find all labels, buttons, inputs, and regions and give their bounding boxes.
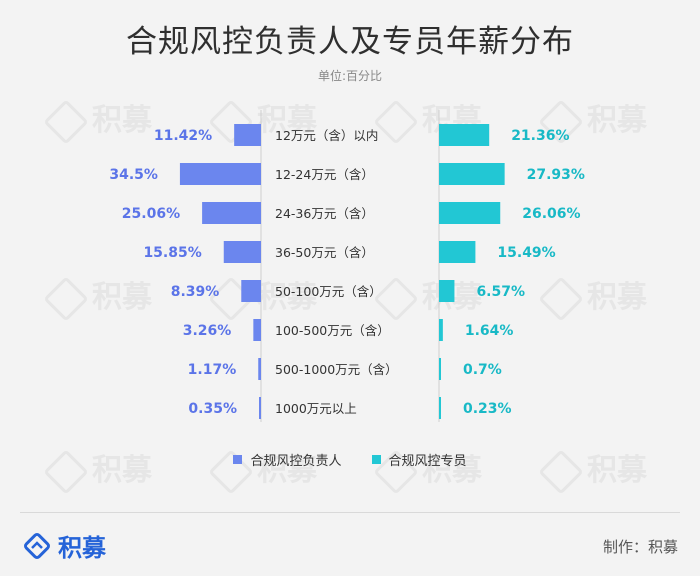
legend-swatch-left (233, 455, 243, 464)
data-label-right-0: 21.36% (511, 128, 569, 144)
credit-text: 制作：积募 (602, 538, 678, 556)
data-label-right-3: 15.49% (497, 245, 555, 261)
unit-label: 单位:百分比 (317, 69, 383, 83)
data-label-right-6: 0.7% (463, 362, 502, 378)
bar-left-5 (253, 319, 261, 341)
bar-left-0 (234, 124, 261, 146)
brand-logo-icon (24, 532, 50, 559)
bar-left-6 (258, 358, 261, 380)
footer-divider (20, 512, 680, 513)
legend-label-left: 合规风控负责人 (250, 454, 342, 469)
data-label-left-4: 8.39% (171, 284, 220, 300)
category-label-2: 24-36万元（含） (275, 206, 374, 221)
data-label-right-5: 1.64% (465, 323, 514, 339)
bar-right-2 (439, 202, 501, 224)
data-label-right-7: 0.23% (463, 401, 512, 417)
bar-left-7 (259, 397, 261, 419)
bar-right-1 (439, 163, 505, 185)
bar-right-4 (439, 280, 455, 302)
category-label-0: 12万元（含）以内 (275, 128, 378, 143)
bar-left-4 (241, 280, 261, 302)
data-label-left-2: 25.06% (122, 206, 180, 222)
bar-left-1 (179, 163, 261, 185)
data-label-right-1: 27.93% (527, 167, 585, 183)
category-label-7: 1000万元以上 (275, 401, 357, 416)
legend-item-right: 合规风控专员 (371, 450, 467, 469)
brand-logo-text: 积募 (58, 533, 106, 562)
brand-logo: 积募 (22, 528, 106, 563)
data-label-left-7: 0.35% (188, 401, 237, 417)
data-label-left-3: 15.85% (143, 245, 201, 261)
chart-title: 合规风控负责人及专员年薪分布 (126, 24, 574, 60)
category-label-4: 50-100万元（含） (275, 284, 382, 299)
bar-right-0 (439, 124, 490, 146)
bar-right-3 (439, 241, 476, 263)
bar-right-5 (439, 319, 443, 341)
bar-left-2 (202, 202, 261, 224)
bar-right-7 (439, 397, 441, 419)
data-label-left-5: 3.26% (183, 323, 232, 339)
legend-item-left: 合规风控负责人 (233, 450, 342, 469)
bar-right-6 (439, 358, 441, 380)
data-label-left-0: 11.42% (154, 128, 212, 144)
category-label-1: 12-24万元（含） (275, 167, 374, 182)
data-label-right-4: 6.57% (476, 284, 525, 300)
legend: 合规风控负责人 合规风控专员 (0, 450, 700, 469)
data-label-left-6: 1.17% (188, 362, 237, 378)
bar-left-3 (223, 241, 261, 263)
legend-swatch-right (371, 455, 381, 464)
category-label-5: 100-500万元（含） (275, 323, 390, 338)
legend-label-right: 合规风控专员 (388, 454, 467, 469)
butterfly-bar-chart: 11.42% 21.36% 12万元（含）以内 34.5% 27.93% 12-24万元（… (109, 110, 585, 422)
data-label-left-1: 34.5% (109, 167, 158, 183)
category-label-3: 36-50万元（含） (275, 245, 374, 260)
category-label-6: 500-1000万元（含） (275, 362, 398, 377)
data-label-right-2: 26.06% (522, 206, 580, 222)
